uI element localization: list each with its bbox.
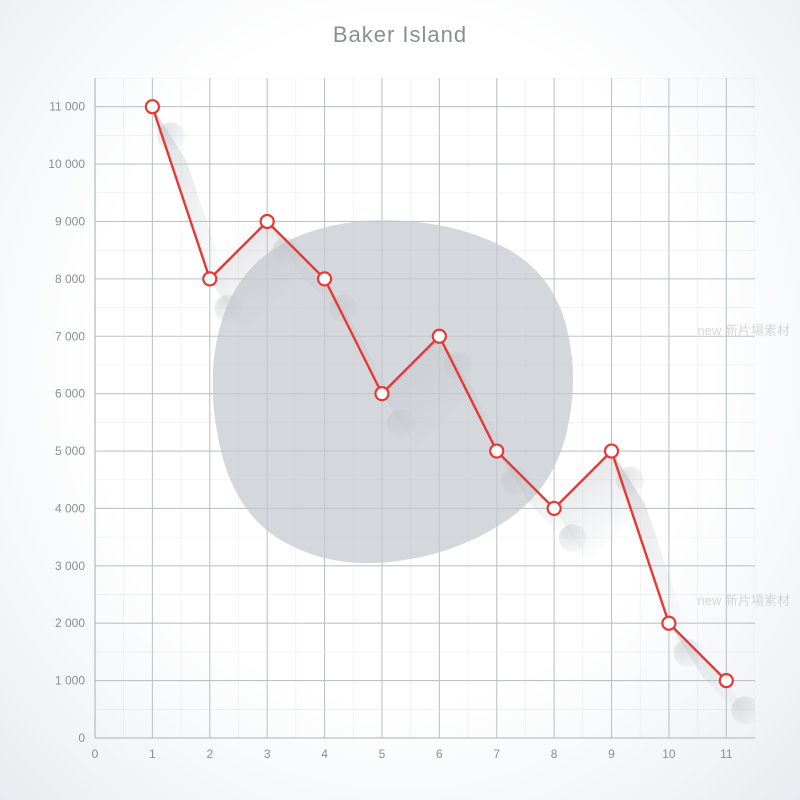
svg-text:10: 10 [662,747,676,761]
svg-text:3 000: 3 000 [55,559,85,573]
svg-text:1 000: 1 000 [55,674,85,688]
chart-svg: 0 1 000 2 000 3 000 4 000 5 000 6 000 7 000 8 00… [0,0,800,800]
svg-text:2: 2 [206,747,213,761]
svg-text:9: 9 [608,747,615,761]
svg-text:4: 4 [321,747,328,761]
svg-text:7 000: 7 000 [55,329,85,343]
svg-text:0: 0 [92,747,99,761]
svg-text:2 000: 2 000 [55,616,85,630]
svg-text:4 000: 4 000 [55,501,85,515]
svg-text:11: 11 [720,747,733,761]
svg-text:8 000: 8 000 [55,272,85,286]
svg-text:1: 1 [149,747,156,761]
svg-text:5: 5 [379,747,386,761]
svg-text:8: 8 [551,747,558,761]
svg-text:10 000: 10 000 [48,157,85,171]
svg-text:6: 6 [436,747,443,761]
svg-text:0: 0 [78,731,85,745]
svg-text:5 000: 5 000 [55,444,85,458]
svg-text:11 000: 11 000 [49,100,85,114]
svg-text:6 000: 6 000 [55,387,85,401]
svg-text:9 000: 9 000 [55,214,85,228]
svg-text:7: 7 [493,747,500,761]
chart-stage: Baker Island 01 0002 0003 0004 0005 0006… [0,0,800,800]
svg-text:3: 3 [264,747,271,761]
